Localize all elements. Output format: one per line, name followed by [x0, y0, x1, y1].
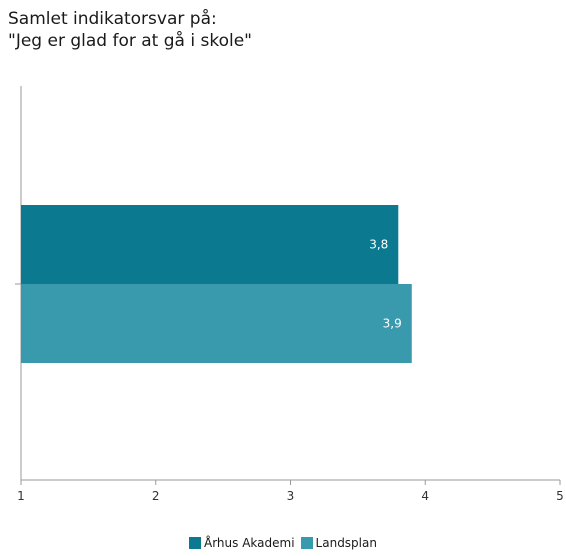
x-tick-label-3: 3	[287, 489, 295, 503]
chart-title: Samlet indikatorsvar på: "Jeg er glad fo…	[8, 8, 252, 52]
x-tick-label-2: 2	[152, 489, 160, 503]
data-label-århus-akademi: 3,8	[369, 238, 388, 252]
bar-århus-akademi	[21, 205, 399, 284]
chart-legend: Århus Akademi Landsplan	[0, 536, 566, 550]
legend-swatch-landsplan	[300, 537, 313, 549]
legend-item-aarhus-akademi: Århus Akademi	[189, 536, 295, 550]
bar-landsplan	[21, 284, 412, 363]
chart-title-line-1: Samlet indikatorsvar på:	[8, 9, 217, 29]
x-tick-label-4: 4	[421, 489, 429, 503]
legend-swatch-aarhus-akademi	[189, 537, 201, 549]
legend-label-aarhus-akademi: Århus Akademi	[204, 536, 295, 550]
x-tick-label-1: 1	[17, 489, 25, 503]
legend-label-landsplan: Landsplan	[315, 536, 377, 550]
legend-item-landsplan: Landsplan	[300, 536, 377, 550]
chart-title-line-2: "Jeg er glad for at gå i skole"	[8, 31, 252, 51]
x-tick-label-5: 5	[556, 489, 564, 503]
data-label-landsplan: 3,9	[383, 317, 402, 331]
bar-chart: 1 2 3 4 5 3,8 3,9	[15, 86, 564, 503]
